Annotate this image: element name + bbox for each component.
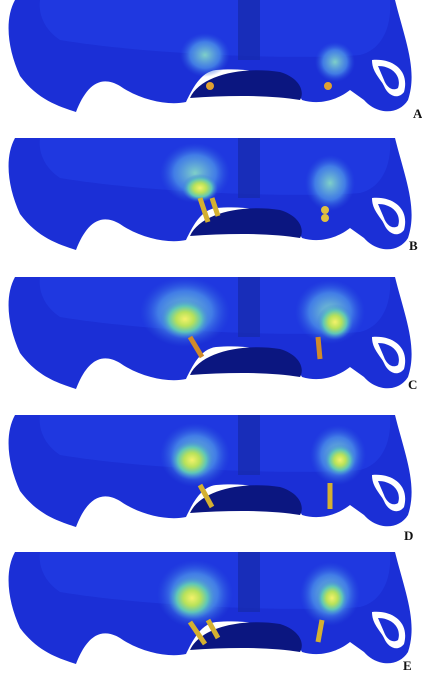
panel-label: C xyxy=(408,377,417,392)
panel-a: A xyxy=(9,0,422,121)
panel-label: E xyxy=(403,658,412,673)
panel-b: B xyxy=(9,138,418,253)
page: A B C D E xyxy=(0,0,422,679)
panel-e: E xyxy=(9,552,412,673)
panel-label: A xyxy=(413,106,422,121)
figure: A B C D E xyxy=(0,0,422,679)
panel-label: D xyxy=(404,528,413,543)
panel-c: C xyxy=(9,277,418,392)
panel-d: D xyxy=(9,415,414,543)
panel-label: B xyxy=(409,238,418,253)
